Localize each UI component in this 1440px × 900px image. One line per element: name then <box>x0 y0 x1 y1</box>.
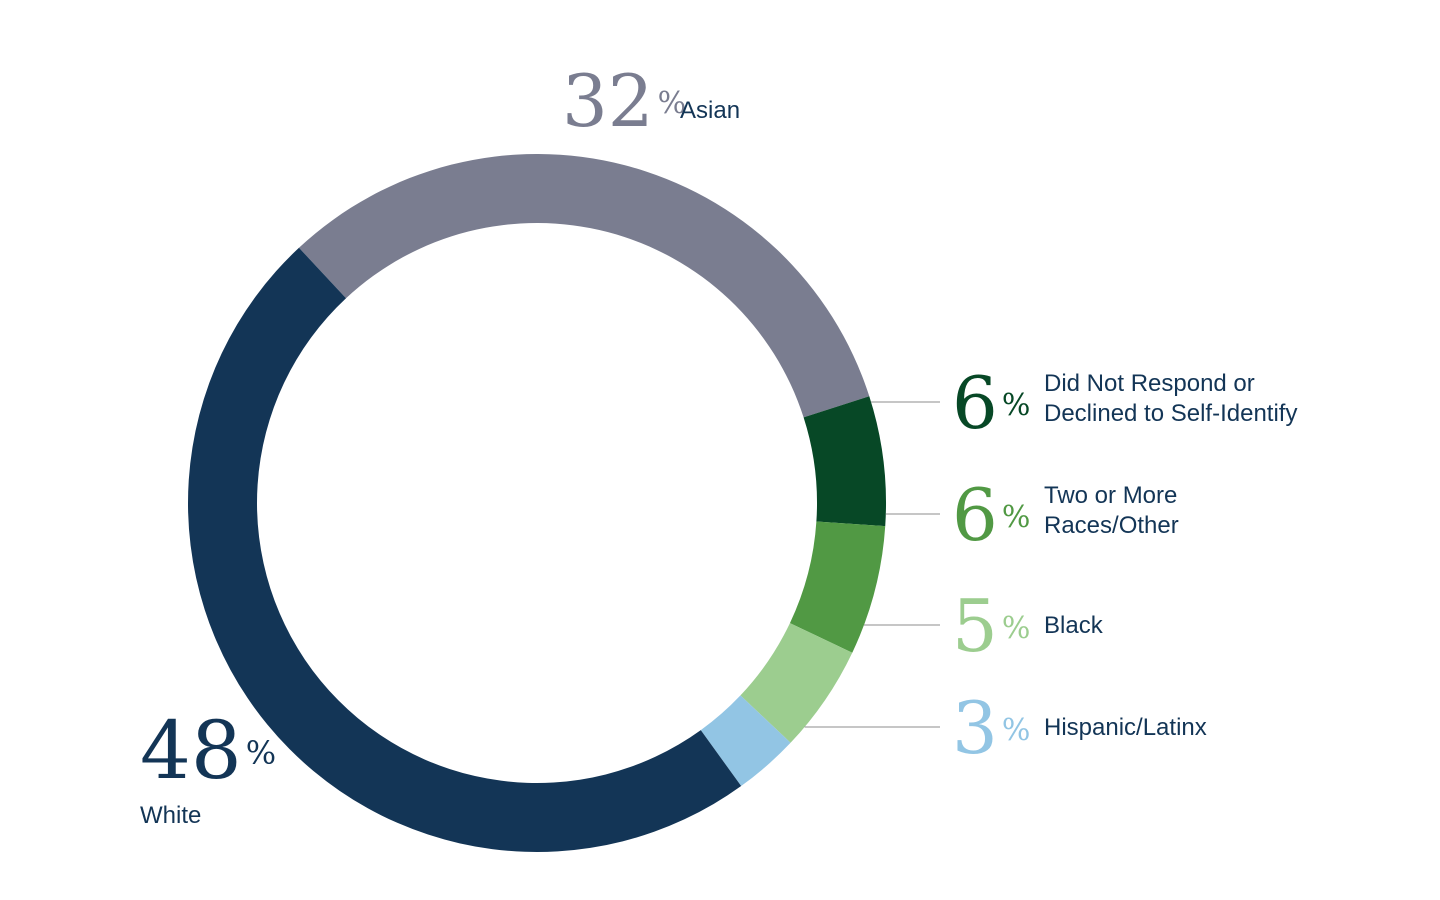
value-label-asian: 32% <box>562 59 686 143</box>
category-label-asian: Asian <box>680 97 740 124</box>
slice-white <box>187 247 742 853</box>
category-label-black: Black <box>1044 612 1104 639</box>
slice-asian <box>298 154 870 418</box>
slice-black <box>740 623 853 743</box>
value-label-two-or-more-races-other: 6% <box>952 473 1030 557</box>
slice-did-not-respond-or-declined-to-self-identify <box>803 396 886 527</box>
slice-two-or-more-races-other <box>789 521 886 653</box>
category-label-did-not-respond-or-declined-to-self-identify: Did Not Respond or Declined to Self-Ident… <box>1044 370 1297 427</box>
category-label-hispanic-latinx: Hispanic/Latinx <box>1044 714 1207 741</box>
category-label-white: White <box>140 802 201 829</box>
value-label-did-not-respond-or-declined-to-self-identify: 6% <box>952 361 1030 445</box>
leader-lines <box>804 401 940 728</box>
value-label-white: 48% <box>140 704 276 797</box>
slice-hispanic-latinx <box>700 695 791 787</box>
category-label-two-or-more-races-other: Two or More Races/Other <box>1044 482 1179 539</box>
donut-slices <box>187 154 886 853</box>
data-labels: 32 %Asian 6 %Did Not Respond or Declined to … <box>140 59 1297 829</box>
value-label-black: 5% <box>952 584 1030 668</box>
value-label-hispanic-latinx: 3% <box>952 686 1030 770</box>
